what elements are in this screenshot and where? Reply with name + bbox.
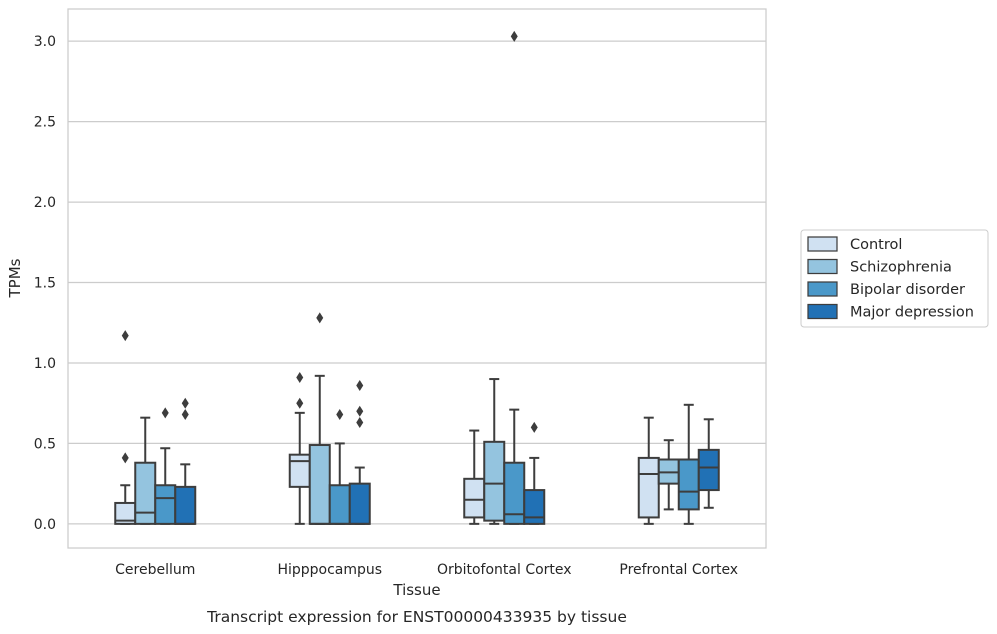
box-body (637, 456, 660, 519)
y-tick-label: 0.0 (34, 517, 56, 533)
box-body (348, 482, 371, 525)
legend-label: Major depression (850, 305, 974, 321)
box-body (288, 453, 311, 488)
boxes-layer (114, 30, 720, 525)
legend-frame (800, 229, 989, 328)
outlier-point (356, 417, 364, 429)
box-2-3 (523, 421, 546, 525)
box-3-1 (657, 439, 680, 511)
outlier-point (336, 408, 344, 420)
y-tick-label: 0.5 (34, 436, 56, 452)
legend-label: Control (850, 237, 902, 253)
outlier-point (296, 371, 304, 383)
x-tick-label: Cerebellum (115, 562, 195, 578)
outlier-point (181, 408, 189, 420)
box-body (174, 485, 197, 525)
outlier-point (121, 330, 129, 342)
legend: Control Schizophrenia Bipolar disorder Majo… (800, 229, 989, 328)
outlier-point (510, 30, 518, 42)
outlier-point (356, 405, 364, 417)
box-body (463, 477, 486, 519)
box-0-2 (154, 407, 177, 525)
box-body (154, 484, 177, 525)
outlier-point (161, 407, 169, 419)
outlier-point (530, 421, 538, 433)
y-tick-label: 1.5 (34, 276, 56, 292)
box-body (697, 448, 720, 492)
box-body (134, 461, 157, 525)
legend-swatch (807, 236, 838, 252)
legend-label: Bipolar disorder (850, 282, 965, 298)
box-body (523, 489, 546, 525)
box-body (328, 484, 351, 525)
outlier-point (181, 397, 189, 409)
box-body (308, 444, 331, 525)
x-tick-labels: Cerebellum Hipppocampus Orbitofontal Corte… (115, 562, 738, 578)
x-axis-label: Tissue (392, 581, 440, 599)
y-tick-label: 3.0 (34, 34, 56, 50)
y-tick-label: 2.0 (34, 195, 56, 211)
box-body (483, 440, 506, 522)
x-tick-label: Hipppocampus (277, 562, 382, 578)
outlier-point (316, 312, 324, 324)
y-tick-label: 2.5 (34, 115, 56, 131)
legend-swatch (807, 281, 838, 297)
legend-label: Schizophrenia (850, 260, 952, 276)
box-body (677, 458, 700, 511)
box-3-3 (697, 418, 720, 509)
y-tick-labels: 0.0 0.5 1.0 1.5 2.0 2.5 3.0 (34, 34, 56, 533)
box-0-3 (174, 397, 197, 525)
y-tick-label: 1.0 (34, 356, 56, 372)
x-tick-label: Prefrontal Cortex (619, 562, 738, 578)
y-axis-label: TPMs (6, 258, 24, 298)
legend-swatch (807, 258, 838, 275)
figure-caption: Transcript expression for ENST0000043393… (206, 608, 627, 626)
box-3-0 (637, 416, 660, 525)
legend-swatch (807, 303, 838, 320)
outlier-point (356, 379, 364, 391)
box-1-0 (288, 371, 311, 525)
box-1-3 (348, 379, 371, 525)
x-tick-label: Orbitofontal Cortex (437, 562, 572, 578)
outlier-point (296, 397, 304, 409)
outlier-point (121, 452, 129, 464)
box-2-1 (483, 378, 506, 525)
